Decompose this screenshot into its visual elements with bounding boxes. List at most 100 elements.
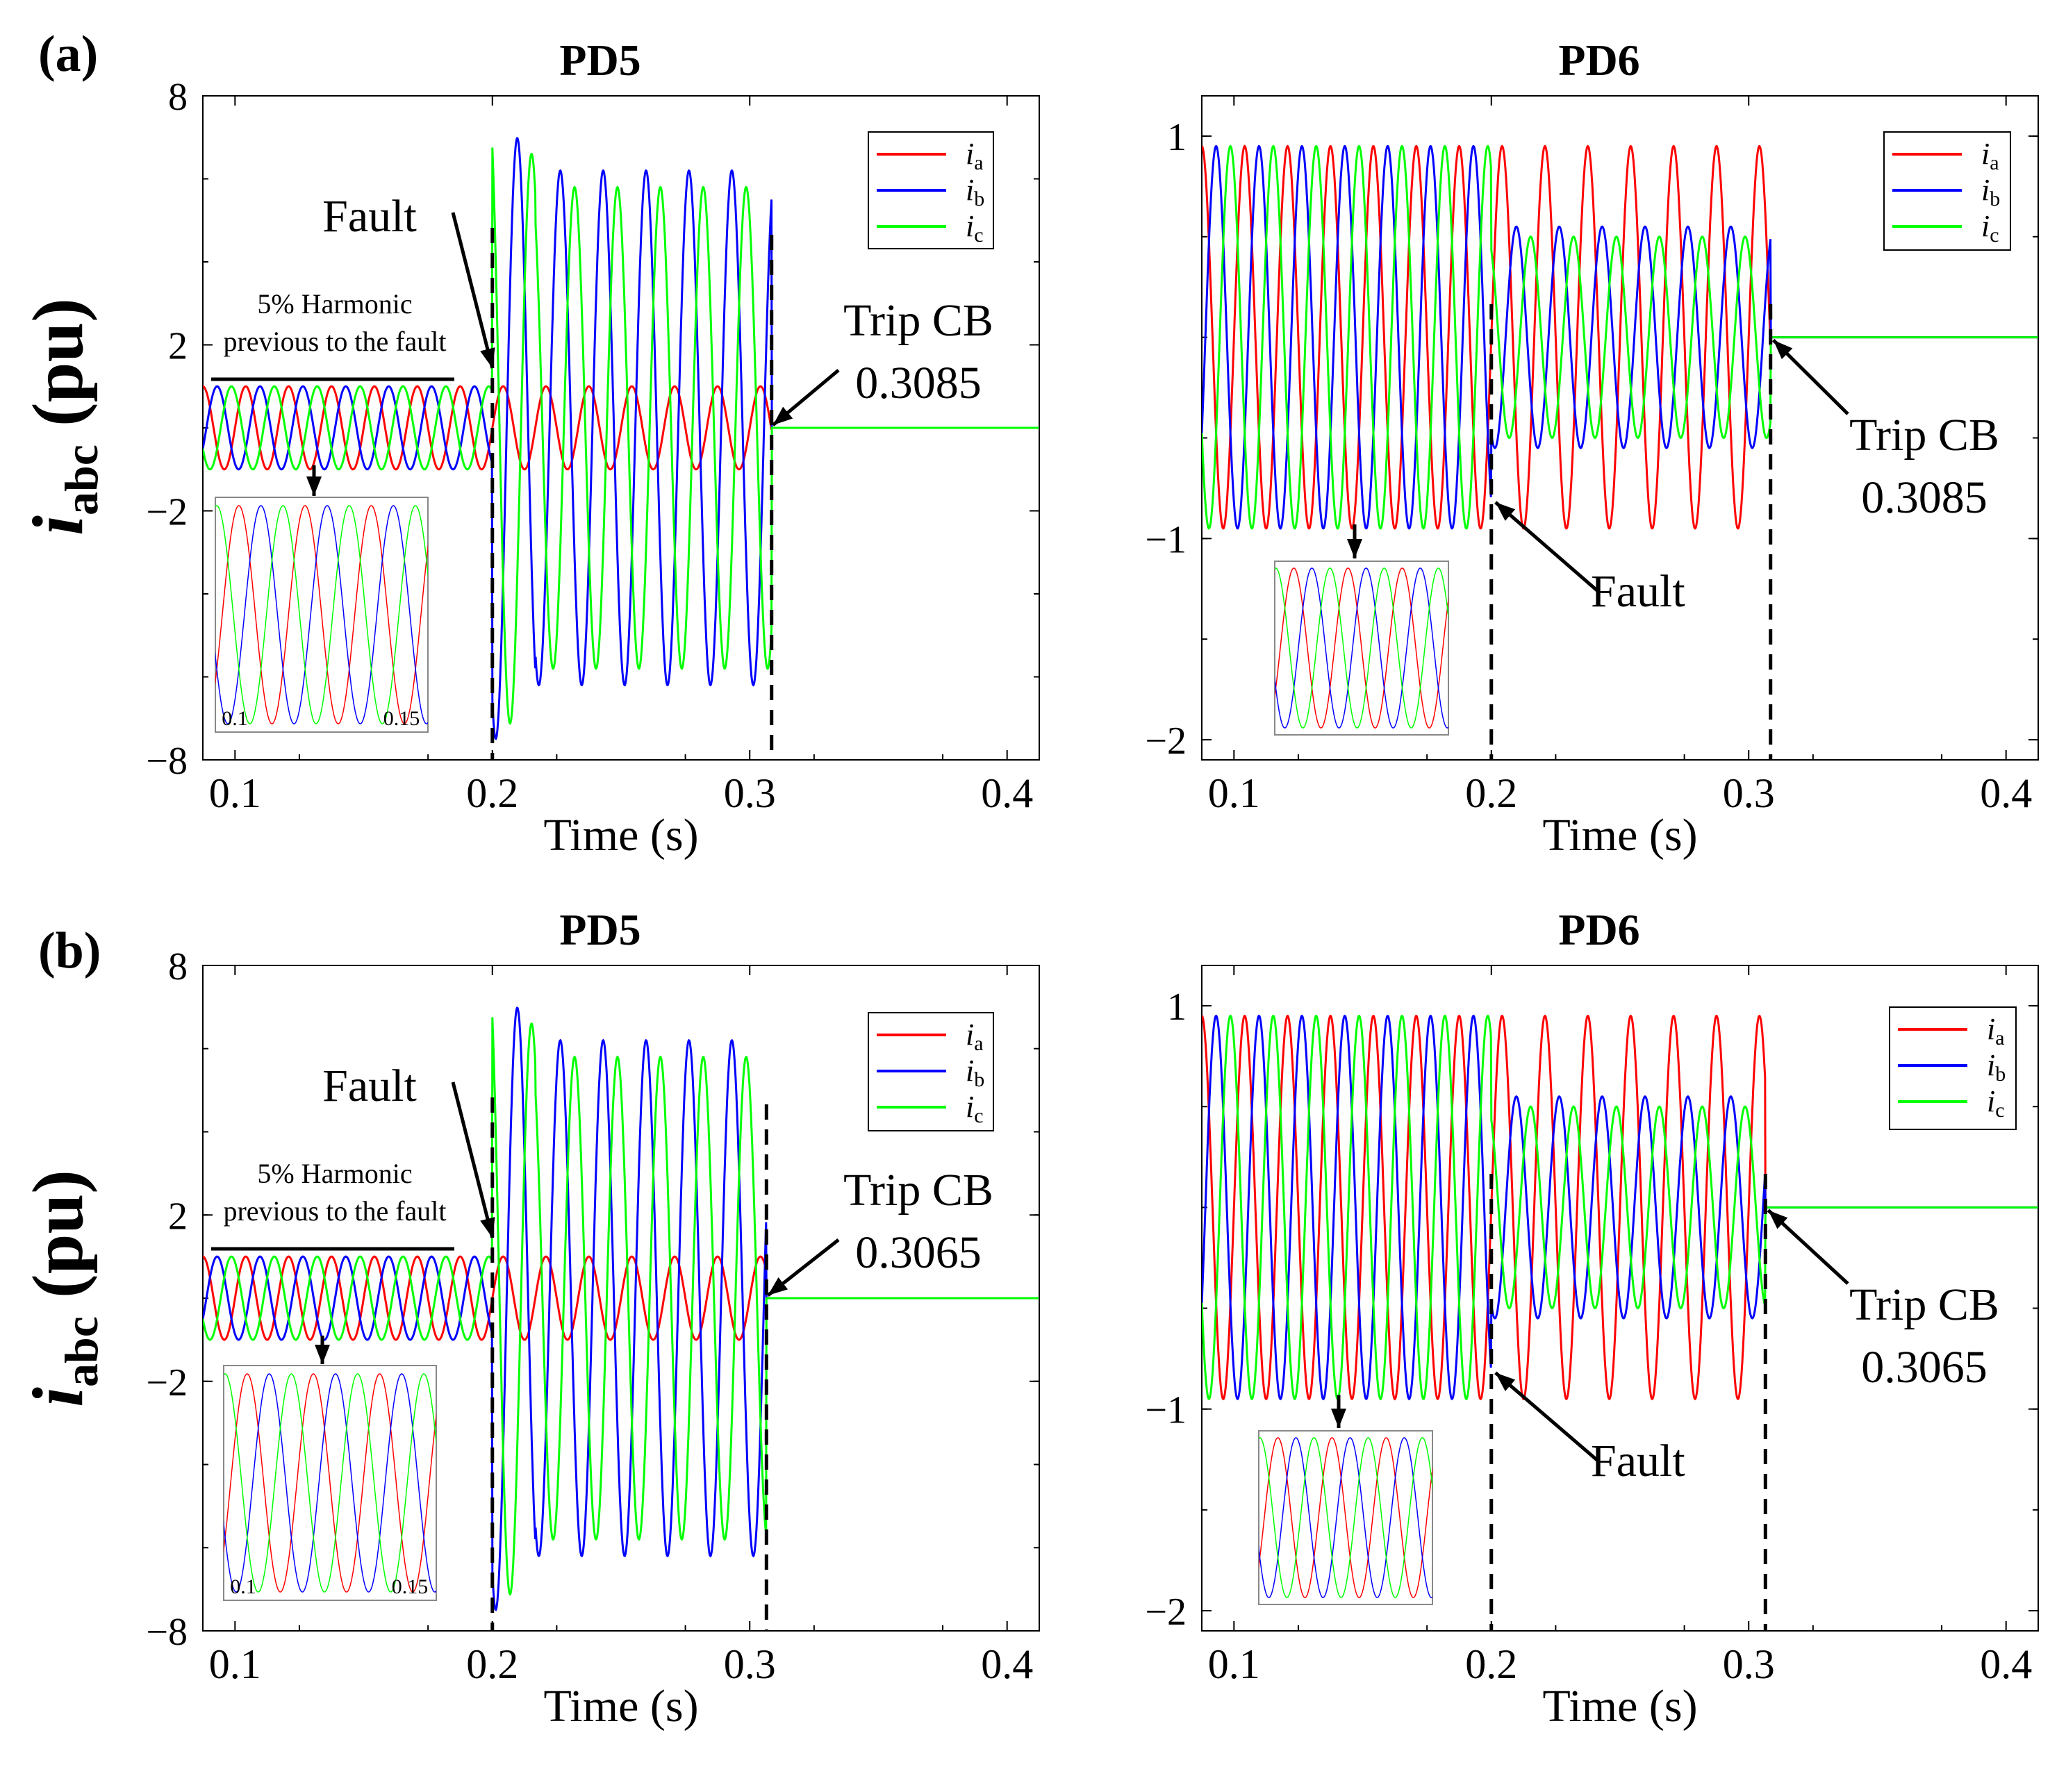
inset-arrow-head [1347, 539, 1362, 558]
panel-b-pd5: PD5 0.1 0.2 0.3 0.4 −8 −2 2 8 Time (s) Fault 5% Har… [146, 905, 1040, 1732]
fault-annotation: Fault [1591, 566, 1685, 617]
x-tick-label: 0.2 [466, 1641, 518, 1687]
inset-line-ib [1259, 1437, 1432, 1598]
series-line-ic [203, 1017, 1039, 1596]
fault-arrow-head [480, 347, 495, 368]
harmonic-annotation-1: 5% Harmonic [257, 288, 412, 320]
trip-arrow-head [1768, 1210, 1788, 1229]
y-axis-label-a: iabc (pu) [18, 298, 108, 536]
y-tick-label: −2 [1145, 1591, 1187, 1634]
trip-arrow-head [1773, 340, 1793, 360]
x-tick-label: 0.2 [466, 770, 518, 816]
x-tick-label: 0.3 [1723, 1641, 1775, 1687]
series-line-ic [1202, 1014, 2038, 1401]
legend-label-ic: ic [1987, 1084, 2005, 1122]
trip-annotation-1: Trip CB [1849, 1279, 1999, 1330]
x-tick-label: 0.2 [1465, 770, 1517, 816]
inset-tick-label: 0.1 [222, 707, 248, 730]
y-tick-label: −2 [146, 491, 188, 534]
x-tick-label: 0.3 [724, 770, 776, 816]
y-axis-label-b: iabc (pu) [18, 1170, 108, 1407]
harmonic-annotation-1: 5% Harmonic [257, 1158, 412, 1189]
harmonic-annotation-2: previous to the fault [223, 1195, 446, 1227]
chart-title: PD6 [1558, 905, 1639, 954]
trip-annotation-2: 0.3065 [855, 1227, 982, 1278]
y-tick-label: 2 [168, 325, 188, 368]
trip-arrow-head [768, 1277, 788, 1295]
y-tick-label: 2 [168, 1195, 188, 1238]
x-tick-label: 0.3 [724, 1641, 776, 1687]
y-tick-label: 1 [1167, 986, 1187, 1029]
inset-tick-label: 0.15 [392, 1575, 429, 1598]
inset-line-ic [215, 505, 428, 724]
inset-tick-label: 0.1 [230, 1575, 256, 1598]
legend-label-ib: ib [966, 1054, 984, 1091]
legend-label-ic: ic [966, 209, 984, 247]
x-axis-label: Time (s) [1542, 810, 1697, 861]
legend-label-ic: ic [966, 1090, 984, 1127]
fault-annotation: Fault [322, 1061, 417, 1111]
series-line-ic [203, 147, 1039, 725]
x-tick-label: 0.1 [209, 1641, 261, 1687]
trip-annotation-2: 0.3085 [1861, 472, 1988, 523]
x-tick-label: 0.4 [1980, 770, 2032, 816]
fault-arrow-head [1495, 1372, 1516, 1392]
y-tick-label: −8 [146, 740, 188, 783]
inset-tick-label: 0.15 [383, 707, 420, 730]
legend-label-ic: ic [1981, 209, 1999, 247]
chart-title: PD6 [1558, 35, 1639, 85]
y-tick-label: 8 [168, 945, 188, 988]
inset-arrow-head [315, 1345, 330, 1364]
inset-line-ic [1275, 567, 1448, 729]
legend-label-ia: ia [966, 1018, 984, 1055]
panel-b-pd6: PD6 0.1 0.2 0.3 0.4 −2 −1 1 Time (s) Fault Trip CB… [1145, 905, 2039, 1732]
inset-line-ic [1259, 1437, 1432, 1598]
fault-arrow-shaft [451, 1081, 495, 1238]
row-label-a: (a) [38, 26, 98, 83]
chart-title: PD5 [559, 905, 641, 954]
y-tick-label: −2 [1145, 720, 1187, 763]
inset-line-ib [215, 505, 428, 724]
legend-label-ia: ia [1987, 1012, 2005, 1050]
x-tick-label: 0.4 [981, 770, 1033, 816]
inset-line-ib [224, 1373, 436, 1593]
fault-arrow-head [480, 1217, 495, 1238]
x-axis-label: Time (s) [543, 1681, 698, 1732]
legend-label-ia: ia [966, 137, 984, 174]
fault-annotation: Fault [322, 191, 417, 242]
panel-a-pd6: PD6 0.1 0.2 0.3 0.4 −2 −1 1 Time (s) Fault Trip CB… [1145, 35, 2039, 861]
legend-label-ib: ib [966, 173, 984, 210]
inset-line-ib [1275, 567, 1448, 729]
fault-arrow-head [1495, 502, 1516, 521]
legend-label-ia: ia [1981, 137, 1999, 174]
trip-annotation-2: 0.3085 [855, 358, 982, 408]
y-tick-label: 1 [1167, 116, 1187, 159]
legend-label-ib: ib [1981, 173, 2000, 210]
x-tick-label: 0.4 [1980, 1641, 2032, 1687]
y-tick-label: −1 [1145, 1389, 1187, 1432]
fault-arrow-shaft [1494, 501, 1599, 592]
legend-box [1889, 1006, 2017, 1130]
trip-annotation-1: Trip CB [1849, 410, 1999, 461]
x-tick-label: 0.4 [981, 1641, 1033, 1687]
x-tick-label: 0.1 [1208, 770, 1260, 816]
x-axis-label: Time (s) [1542, 1681, 1697, 1732]
trip-annotation-2: 0.3065 [1861, 1342, 1988, 1393]
fault-arrow-shaft [1494, 1371, 1599, 1462]
row-label-b: (b) [38, 922, 101, 979]
series-line-ic [1202, 144, 2038, 530]
y-tick-label: −2 [146, 1361, 188, 1404]
panel-a-pd5: PD5 0.1 0.2 0.3 0.4 −8 −2 2 8 Time (s) Fault 5% Har… [146, 35, 1040, 861]
x-tick-label: 0.1 [209, 770, 261, 816]
trip-annotation-1: Trip CB [843, 1165, 993, 1216]
x-axis-label: Time (s) [543, 810, 698, 861]
y-tick-label: −1 [1145, 518, 1187, 561]
inset-line-ic [224, 1373, 436, 1593]
x-tick-label: 0.2 [1465, 1641, 1517, 1687]
y-tick-label: −8 [146, 1611, 188, 1654]
fault-annotation: Fault [1591, 1436, 1685, 1486]
y-tick-label: 8 [168, 76, 188, 119]
trip-arrow-head [772, 406, 793, 425]
trip-annotation-1: Trip CB [843, 295, 993, 346]
